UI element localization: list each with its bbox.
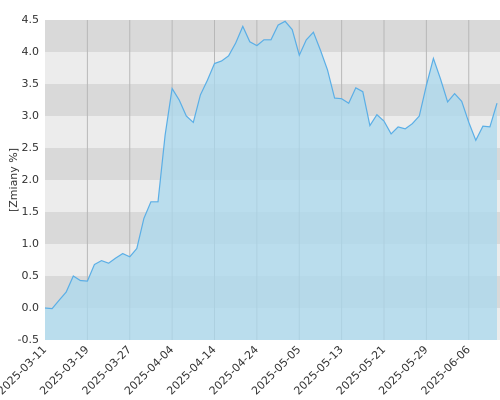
y-tick-label: 1.0 <box>22 237 40 250</box>
y-tick-label: 3.5 <box>22 77 40 90</box>
y-tick-label: 1.5 <box>22 205 40 218</box>
y-tick-label: 2.0 <box>22 173 40 186</box>
y-tick-label: 2.5 <box>22 141 40 154</box>
line <box>44 20 498 310</box>
y-tick-label: 0.5 <box>22 269 40 282</box>
y-tick-label: 4.5 <box>22 13 40 26</box>
area <box>45 21 497 341</box>
y-tick-label: 4.0 <box>22 45 40 58</box>
y-axis-label: [Zmiany %] <box>7 148 20 212</box>
y-tick-label: -0.5 <box>18 333 39 346</box>
y-tick-label: 0.0 <box>22 301 40 314</box>
y-tick-label: 3.0 <box>22 109 40 122</box>
